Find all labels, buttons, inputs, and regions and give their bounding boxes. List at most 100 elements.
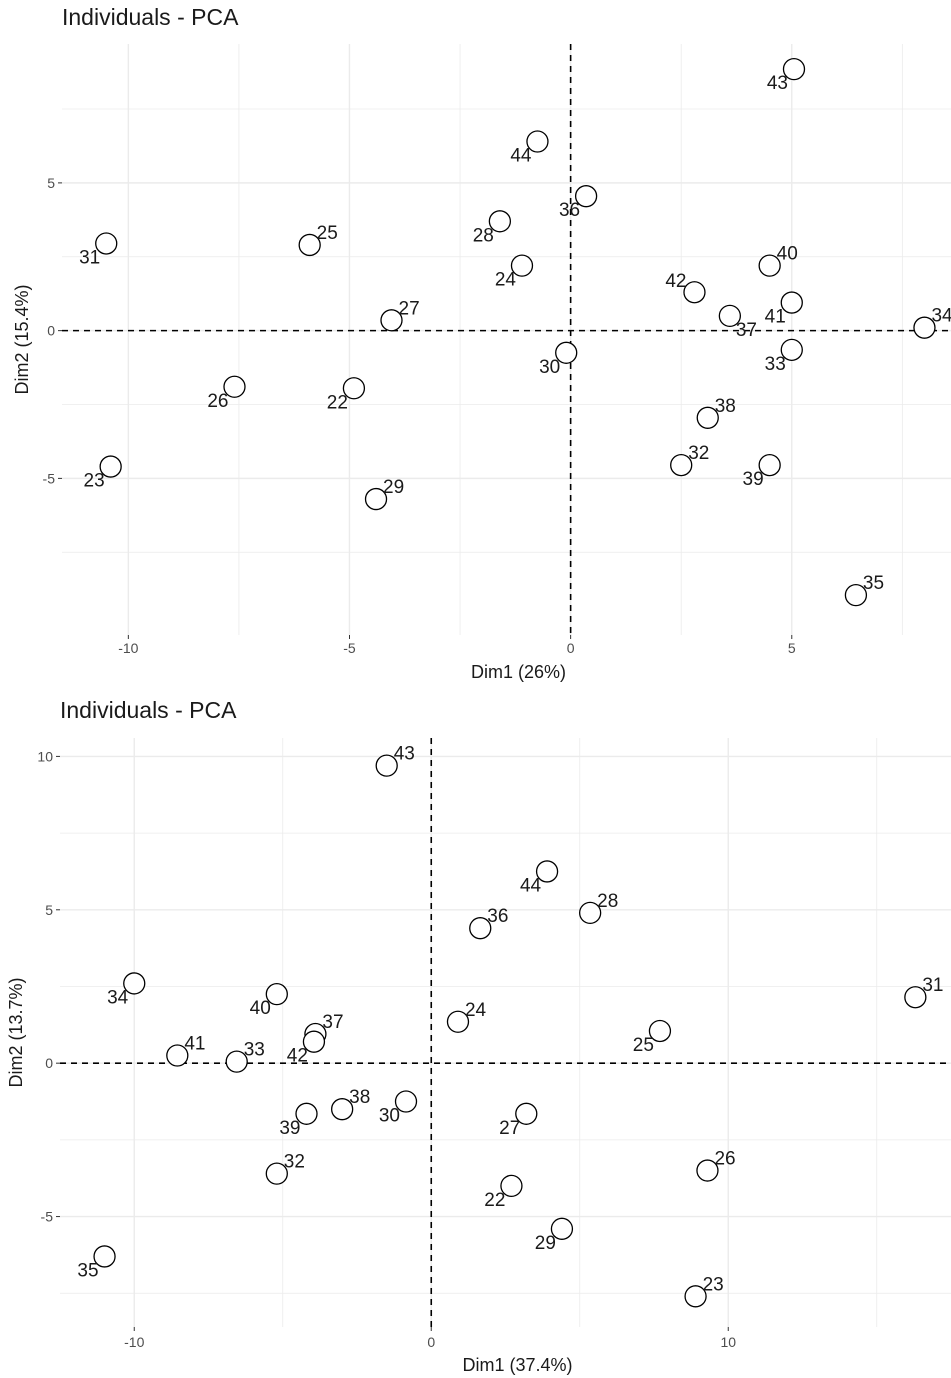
point-label-41: 41: [184, 1034, 205, 1055]
point-label-31: 31: [79, 247, 100, 268]
data-point-27: [380, 309, 403, 332]
point-label-38: 38: [349, 1087, 370, 1108]
data-point-25: [648, 1019, 672, 1043]
point-label-44: 44: [520, 875, 542, 896]
point-label-34: 34: [931, 306, 951, 327]
data-point-33: [225, 1050, 248, 1073]
data-point-34: [913, 316, 936, 339]
point-label-27: 27: [499, 1118, 520, 1139]
pca-panel-2: Individuals - PCA -10 0 10 -5 0 5 10 Dim1 (37.4…: [0, 695, 951, 1378]
data-point-35: [844, 583, 868, 607]
point-label-33: 33: [765, 354, 786, 375]
data-point-41: [166, 1044, 189, 1067]
data-point-40: [265, 983, 288, 1006]
x-tick-label: 10: [720, 1334, 736, 1350]
point-label-40: 40: [777, 244, 798, 265]
scatter-plot-1: -10 -5 0 5 -5 0 5 Dim1 (26%) Dim2 (15.4%) 22 23 24 2…: [12, 44, 951, 682]
point-label-42: 42: [287, 1046, 308, 1067]
point-label-41: 41: [765, 307, 786, 328]
data-point-39: [295, 1102, 318, 1125]
point-label-24: 24: [465, 1000, 487, 1021]
data-point-24: [446, 1010, 470, 1033]
y-tick-label: 0: [47, 323, 55, 339]
point-label-43: 43: [767, 73, 788, 94]
point-label-22: 22: [484, 1190, 505, 1211]
point-label-39: 39: [279, 1118, 300, 1139]
data-point-39: [758, 453, 781, 477]
y-tick-label: 5: [45, 902, 53, 918]
point-label-39: 39: [743, 469, 764, 490]
point-label-28: 28: [473, 225, 494, 246]
data-point-38: [696, 406, 719, 429]
pca-panel-1: Individuals - PCA -10 -5 0 5 -5 0 5 Dim1 (26%) D…: [12, 4, 951, 682]
point-label-37: 37: [736, 320, 757, 341]
point-label-31: 31: [922, 975, 943, 996]
data-point-22: [342, 377, 366, 400]
x-tick-label: 0: [427, 1334, 435, 1350]
point-label-29: 29: [383, 477, 404, 498]
point-label-26: 26: [207, 391, 228, 412]
data-point-38: [330, 1098, 354, 1121]
point-label-24: 24: [495, 270, 517, 291]
scatter-plot-2: -10 0 10 -5 0 5 10 Dim1 (37.4%) Dim2 (13.7%) 22 23…: [6, 738, 951, 1375]
data-point-42: [683, 281, 706, 304]
point-label-30: 30: [539, 357, 560, 378]
point-label-36: 36: [487, 906, 508, 927]
data-point-29: [364, 487, 388, 511]
data-point-26: [696, 1159, 719, 1182]
data-point-43: [375, 754, 398, 777]
data-point-34: [123, 972, 146, 995]
data-point-28: [578, 901, 602, 925]
data-point-41: [780, 291, 803, 314]
point-label-40: 40: [250, 998, 271, 1019]
data-point-36: [469, 917, 492, 940]
x-axis-title: Dim1 (26%): [471, 662, 566, 682]
point-label-44: 44: [510, 146, 532, 167]
data-point-27: [515, 1102, 538, 1125]
point-label-32: 32: [284, 1152, 305, 1173]
data-point-32: [265, 1162, 288, 1185]
y-tick-label: -5: [43, 470, 56, 486]
data-point-23: [99, 455, 122, 478]
x-tick-label: -10: [124, 1334, 144, 1350]
data-point-37: [718, 304, 742, 328]
data-point-43: [782, 57, 806, 81]
point-label-27: 27: [399, 298, 420, 319]
point-label-23: 23: [703, 1274, 724, 1295]
point-label-32: 32: [688, 443, 709, 464]
data-point-29: [550, 1217, 574, 1240]
point-label-38: 38: [715, 396, 736, 417]
point-label-30: 30: [379, 1106, 400, 1127]
data-point-33: [780, 338, 803, 361]
data-point-23: [684, 1285, 707, 1308]
y-tick-label: 5: [47, 175, 55, 191]
point-label-36: 36: [559, 200, 580, 221]
x-tick-label: -5: [343, 640, 356, 656]
x-tick-label: 5: [788, 640, 796, 656]
data-point-44: [535, 860, 559, 883]
point-label-35: 35: [863, 573, 884, 594]
data-point-32: [670, 453, 693, 477]
point-label-26: 26: [714, 1149, 735, 1170]
point-label-35: 35: [77, 1260, 98, 1281]
point-label-25: 25: [633, 1035, 654, 1056]
data-point-35: [93, 1245, 116, 1268]
data-point-40: [758, 254, 781, 277]
data-point-42: [302, 1030, 326, 1053]
data-point-25: [298, 233, 321, 257]
point-label-25: 25: [317, 223, 338, 244]
data-point-31: [95, 232, 118, 255]
data-point-44: [526, 130, 549, 153]
point-label-42: 42: [665, 271, 686, 292]
data-point-30: [394, 1090, 418, 1113]
point-label-29: 29: [535, 1233, 556, 1254]
chart-title: Individuals - PCA: [60, 697, 237, 723]
point-label-28: 28: [597, 891, 618, 912]
data-point-22: [500, 1174, 523, 1198]
point-label-43: 43: [394, 744, 415, 765]
y-axis-title: Dim2 (13.7%): [6, 977, 26, 1087]
y-tick-label: 0: [45, 1055, 53, 1071]
x-tick-label: -10: [118, 640, 138, 656]
y-tick-label: -5: [41, 1209, 54, 1225]
point-label-22: 22: [327, 392, 348, 413]
